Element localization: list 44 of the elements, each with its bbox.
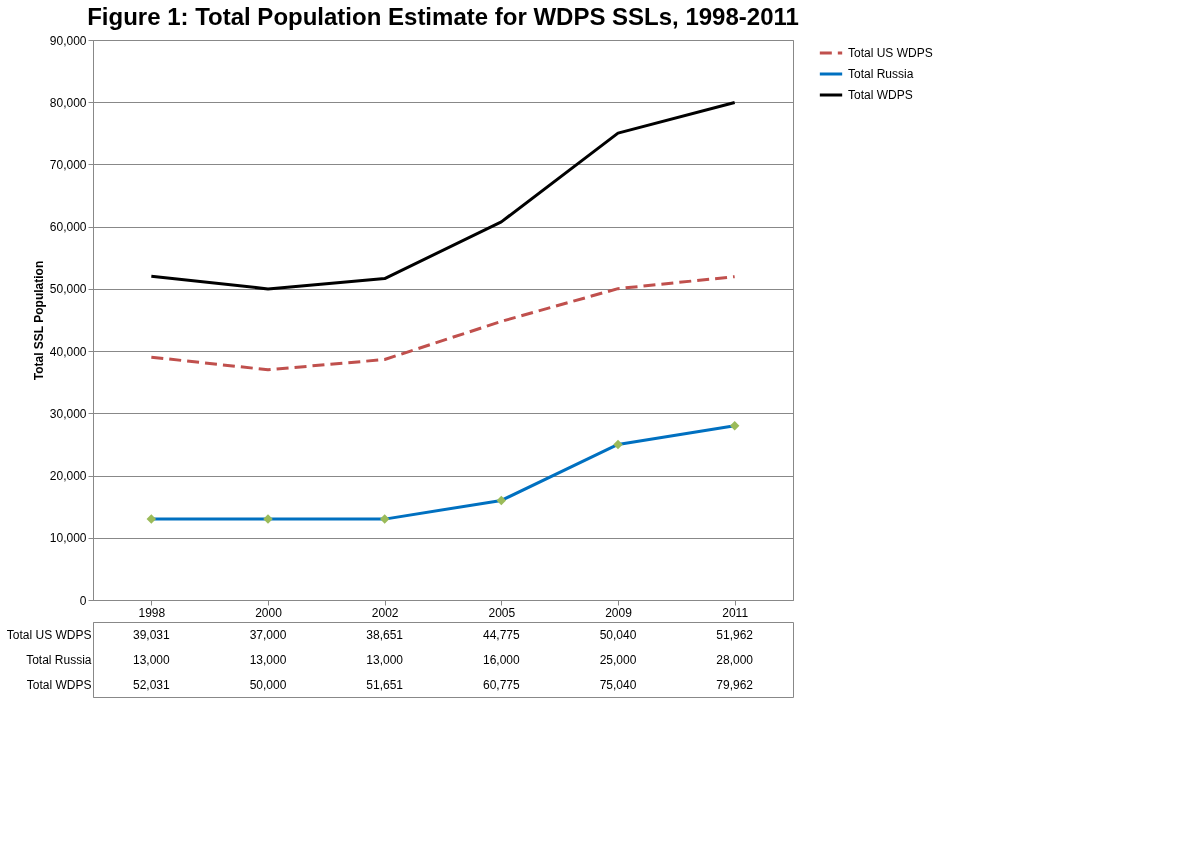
data-label: 51,962 [716,627,754,642]
y-tick-label: 50,000 [49,282,87,297]
y-axis-title: Total SSL Population [31,260,46,381]
x-tick-label: 2011 [722,605,749,620]
data-label: 28,000 [716,652,754,667]
y-tick-label: 0 [79,593,87,608]
y-tick-label: 30,000 [49,406,87,421]
y-tick-label: 40,000 [49,344,87,359]
data-label: 52,031 [132,677,171,692]
data-label: 60,775 [482,677,521,692]
x-tick-label: 1998 [138,605,166,620]
data-label: 75,040 [599,677,637,692]
data-label: 38,651 [366,627,404,642]
data-label: 37,000 [249,627,287,642]
y-tick-label: 20,000 [49,469,87,484]
x-tick-label: 2009 [605,605,633,620]
legend-label: Total US WDPS [848,46,933,60]
data-label: 13,000 [366,652,404,667]
data-label: 13,000 [249,652,287,667]
data-label: 51,651 [366,677,404,692]
text: Total WDPS [26,678,92,692]
x-tick-label: 2005 [488,605,516,620]
y-tick-label: 90,000 [49,33,87,48]
line-series [149,275,737,372]
data-label: 79,962 [716,677,754,692]
line-series [149,100,737,291]
data-label: 16,000 [482,652,521,667]
data-label: 13,000 [132,652,171,667]
data-label: 39,031 [132,627,171,642]
chart-title: Figure 1: Total Population Estimate for WDPS SSLs, 1998-2011 [87,3,799,30]
x-tick-label: 2002 [371,605,399,620]
data-label: 50,040 [599,627,637,642]
text: Total US WDPS [6,628,92,642]
legend-label: Total WDPS [848,88,913,102]
x-tick-label: 2000 [255,605,283,620]
y-tick-label: 60,000 [49,220,87,235]
legend-label: Total Russia [848,67,914,81]
data-label: 25,000 [599,652,637,667]
data-label: 50,000 [249,677,287,692]
y-tick-label: 80,000 [49,95,87,110]
y-tick-label: 70,000 [49,157,87,172]
text: Total Russia [26,653,92,667]
y-tick-label: 10,000 [49,531,87,546]
data-label: 44,775 [482,627,521,642]
